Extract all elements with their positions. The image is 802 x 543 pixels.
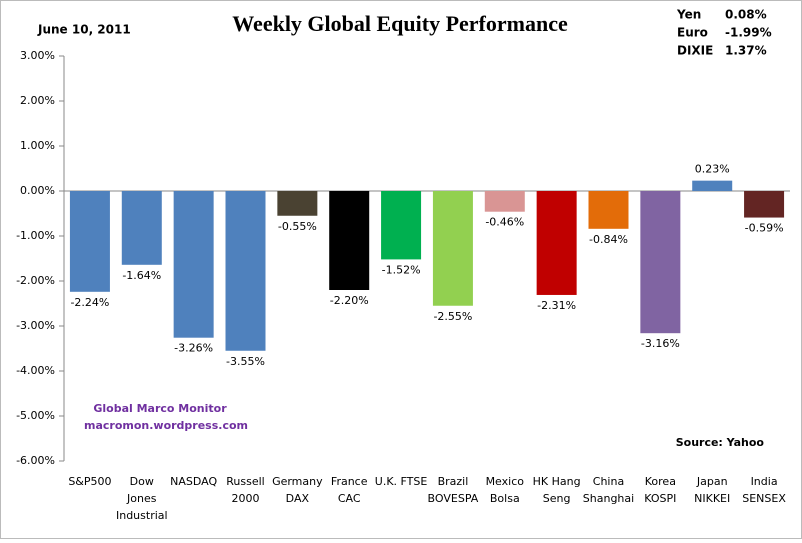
- y-tick-label: -5.00%: [16, 409, 55, 422]
- x-tick-label: Brazil BOVESPA: [428, 475, 479, 505]
- value-label: -3.55%: [226, 355, 265, 368]
- x-tick-label: Japan NIKKEI: [694, 475, 730, 505]
- y-tick-label: 3.00%: [20, 49, 55, 62]
- bar: [173, 191, 214, 338]
- bar: [640, 191, 681, 334]
- currency-value: -1.99%: [725, 26, 772, 40]
- value-label: -2.20%: [330, 294, 369, 307]
- bar: [588, 191, 629, 229]
- y-tick-label: 2.00%: [20, 94, 55, 107]
- value-label: 0.23%: [695, 163, 730, 176]
- bar: [329, 191, 370, 290]
- y-tick-label: 1.00%: [20, 139, 55, 152]
- value-label: -1.52%: [382, 263, 421, 276]
- x-tick-label: Dow Jones Industrial: [116, 475, 168, 522]
- value-label: -3.16%: [641, 337, 680, 350]
- value-label: -3.26%: [174, 342, 213, 355]
- x-tick-label: France CAC: [331, 475, 368, 505]
- bar: [536, 191, 577, 295]
- value-label: -2.55%: [433, 310, 472, 323]
- y-tick-label: -2.00%: [16, 274, 55, 287]
- value-label: -2.31%: [537, 299, 576, 312]
- y-tick-label: -6.00%: [16, 454, 55, 467]
- x-tick-label: Germany DAX: [272, 475, 323, 505]
- currency-name: Yen: [676, 8, 701, 22]
- x-tick-label: HK Hang Seng: [533, 475, 581, 505]
- source: Source: Yahoo: [676, 436, 765, 449]
- annotation: Global Marco Monitor: [93, 402, 227, 415]
- bar: [69, 191, 110, 292]
- bar: [381, 191, 422, 260]
- value-label: -2.24%: [70, 296, 109, 309]
- x-tick-label: Russell 2000: [226, 475, 264, 505]
- bar: [277, 191, 318, 216]
- x-tick-label: Korea KOSPI: [644, 475, 676, 505]
- y-tick-label: -4.00%: [16, 364, 55, 377]
- x-tick-label: China Shanghai: [583, 475, 634, 505]
- value-label: -0.59%: [745, 222, 784, 235]
- value-label: -0.55%: [278, 220, 317, 233]
- x-tick-label: India SENSEX: [742, 475, 786, 505]
- y-tick-label: -1.00%: [16, 229, 55, 242]
- chart-title: Weekly Global Equity Performance: [232, 11, 568, 36]
- bar: [484, 191, 525, 212]
- bar: [121, 191, 162, 265]
- y-tick-label: 0.00%: [20, 184, 55, 197]
- currency-name: DIXIE: [677, 44, 713, 58]
- date: June 10, 2011: [37, 23, 131, 37]
- currency-name: Euro: [677, 26, 708, 40]
- annotation: macromon.wordpress.com: [84, 419, 248, 432]
- x-tick-label: U.K. FTSE: [375, 475, 428, 488]
- bar: [225, 191, 266, 351]
- value-label: -0.84%: [589, 233, 628, 246]
- value-label: -1.64%: [122, 269, 161, 282]
- bar: [432, 191, 473, 306]
- bar: [744, 191, 785, 218]
- y-tick-label: -3.00%: [16, 319, 55, 332]
- x-tick-label: Mexico Bolsa: [486, 475, 525, 505]
- currency-value: 1.37%: [725, 44, 767, 58]
- value-label: -0.46%: [485, 216, 524, 229]
- bar: [692, 180, 733, 191]
- currency-value: 0.08%: [725, 8, 767, 22]
- x-tick-label: S&P500: [68, 475, 111, 488]
- x-tick-label: NASDAQ: [170, 475, 217, 488]
